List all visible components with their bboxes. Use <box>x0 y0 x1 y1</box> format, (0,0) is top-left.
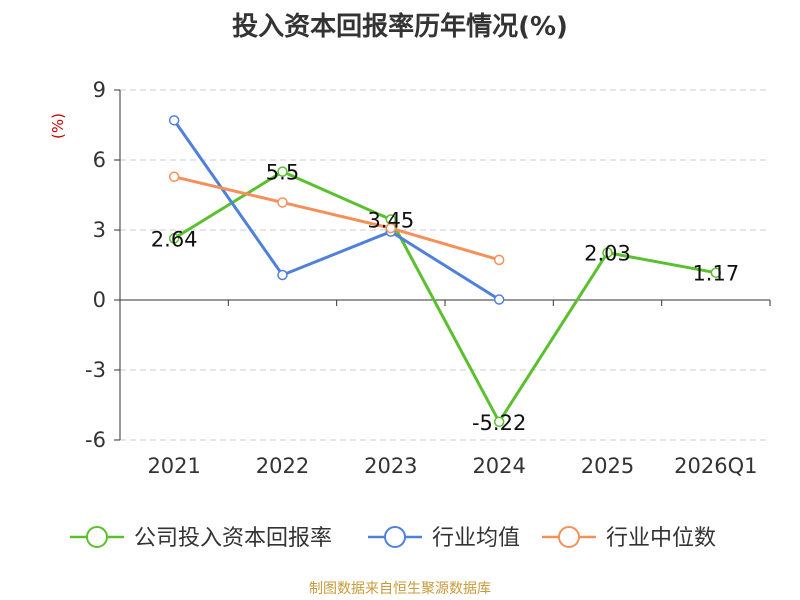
data-point <box>168 171 180 183</box>
y-axis-label: (%) <box>49 113 67 139</box>
legend-marker <box>86 526 108 548</box>
series-0 <box>168 166 722 428</box>
data-point <box>710 267 722 278</box>
legend: 公司投入资本回报率 行业均值 行业中位数 <box>70 526 716 551</box>
x-tick-label: 2026Q1 <box>674 454 757 478</box>
legend-label: 行业中位数 <box>606 526 716 551</box>
data-label: 5.5 <box>266 161 299 185</box>
series-2 <box>168 171 505 266</box>
data-label: 1.17 <box>692 262 739 286</box>
legend-item-2: 行业中位数 <box>542 526 716 551</box>
x-tick-label: 2022 <box>256 454 309 478</box>
data-label: 3.45 <box>367 209 414 233</box>
legend-marker <box>384 526 406 548</box>
x-tick-label: 2025 <box>581 454 634 478</box>
x-tick-label: 2024 <box>472 454 525 478</box>
data-point <box>277 166 288 177</box>
axes: 9 6 3 0 -3 -6 2021 2022 2023 2024 2025 2026Q1 <box>85 78 771 478</box>
data-point <box>493 294 505 305</box>
data-point <box>168 115 180 126</box>
legend-item-1: 行业均值 <box>368 526 520 551</box>
y-tick-label: 0 <box>93 288 106 312</box>
data-point <box>277 269 288 281</box>
data-label: 2.03 <box>584 242 631 266</box>
data-point <box>277 197 288 208</box>
grid-lines <box>120 89 770 441</box>
y-tick-label: -3 <box>85 358 106 382</box>
series-line <box>173 175 500 262</box>
legend-marker <box>558 526 580 548</box>
data-point <box>493 254 505 266</box>
legend-label: 行业均值 <box>432 526 520 551</box>
y-tick-label: 9 <box>93 78 106 102</box>
data-label: -5.22 <box>472 411 526 435</box>
x-tick-label: 2023 <box>364 454 417 478</box>
data-point <box>385 222 397 234</box>
y-tick-label: -6 <box>85 428 106 452</box>
series-layer <box>168 115 722 428</box>
chart-title: 投入资本回报率历年情况(%) <box>232 12 568 42</box>
data-label: 2.64 <box>151 227 198 251</box>
y-tick-label: 3 <box>93 218 106 242</box>
legend-item-0: 公司投入资本回报率 <box>70 526 332 551</box>
legend-label: 公司投入资本回报率 <box>134 526 332 551</box>
series-line <box>173 170 717 424</box>
data-point <box>168 233 180 244</box>
data-point <box>493 416 505 428</box>
source-note: 制图数据来自恒生聚源数据库 <box>309 581 491 597</box>
y-tick-label: 6 <box>93 148 106 172</box>
x-tick-label: 2021 <box>147 454 200 478</box>
data-labels: 2.64 5.5 3.45 -5.22 2.03 1.17 <box>151 161 739 435</box>
series-line <box>172 119 500 301</box>
data-point <box>602 247 613 258</box>
